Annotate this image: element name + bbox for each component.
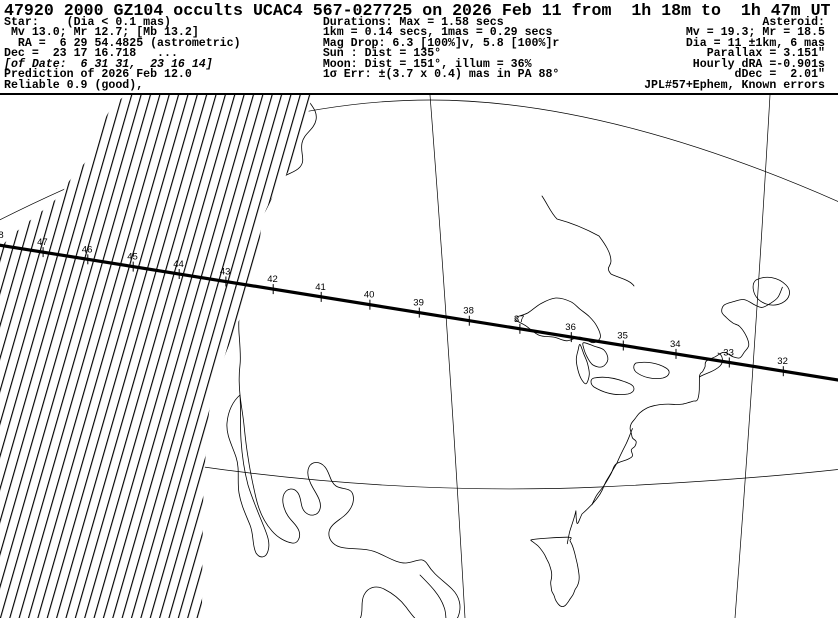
svg-text:35: 35 — [617, 331, 628, 342]
svg-text:32: 32 — [777, 356, 788, 367]
svg-text:43: 43 — [220, 267, 231, 278]
svg-text:37: 37 — [514, 314, 525, 325]
svg-text:39: 39 — [413, 298, 424, 309]
svg-text:38: 38 — [463, 306, 474, 317]
svg-text:36: 36 — [565, 322, 576, 333]
svg-text:34: 34 — [670, 339, 681, 350]
svg-text:33: 33 — [723, 348, 734, 359]
svg-text:46: 46 — [82, 244, 93, 255]
svg-text:45: 45 — [127, 252, 138, 263]
svg-text:44: 44 — [173, 259, 184, 270]
svg-text:48: 48 — [0, 230, 4, 241]
svg-text:40: 40 — [364, 290, 375, 301]
svg-text:41: 41 — [315, 282, 326, 293]
svg-text:42: 42 — [267, 274, 278, 285]
svg-text:47: 47 — [37, 237, 48, 248]
